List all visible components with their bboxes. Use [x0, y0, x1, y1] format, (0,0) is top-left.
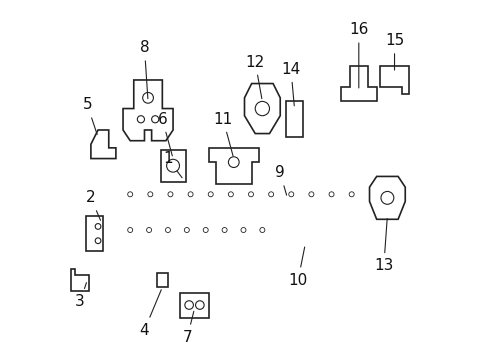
Text: 8: 8 [140, 40, 149, 99]
Text: 13: 13 [373, 219, 393, 273]
Text: 14: 14 [281, 62, 300, 106]
Text: 16: 16 [348, 22, 368, 88]
Text: 5: 5 [82, 98, 97, 135]
Text: 10: 10 [288, 247, 307, 288]
Text: 4: 4 [140, 290, 161, 338]
Text: 15: 15 [384, 33, 403, 70]
Text: 11: 11 [213, 112, 233, 156]
Text: 3: 3 [75, 283, 86, 309]
Text: 6: 6 [157, 112, 172, 156]
Text: 12: 12 [245, 55, 264, 99]
Text: 2: 2 [86, 190, 101, 220]
Text: 1: 1 [163, 151, 182, 178]
Text: 9: 9 [275, 165, 286, 195]
Text: 7: 7 [182, 311, 193, 345]
